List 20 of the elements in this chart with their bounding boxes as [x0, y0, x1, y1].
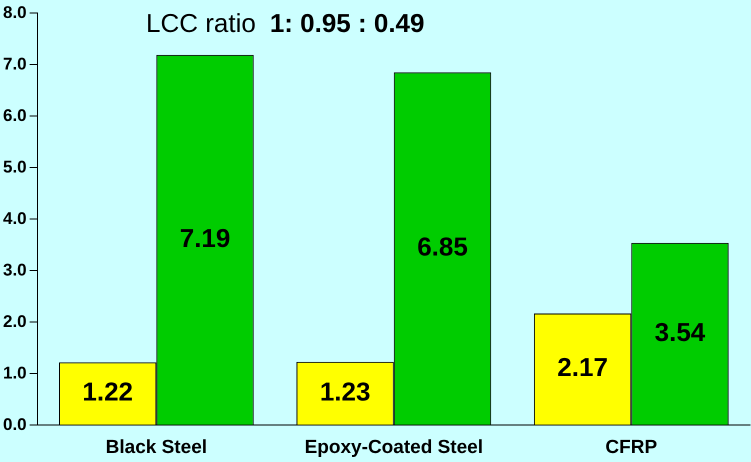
y-tick-label: 3.0	[2, 260, 27, 280]
x-tick-label: Black Steel	[106, 436, 208, 458]
data-label: 1.23	[320, 376, 370, 406]
annotation: 1: 0.95 : 0.49	[270, 8, 424, 38]
y-tick-label: 5.0	[2, 157, 27, 176]
data-label: 7.19	[180, 222, 230, 253]
chart-title: LCC ratio	[146, 8, 256, 38]
data-label: 3.54	[654, 316, 706, 347]
data-label: 2.17	[557, 352, 608, 382]
y-tick-label: 7.0	[2, 54, 27, 74]
y-tick-label: 8.0	[2, 2, 27, 22]
y-tick-label: 1.0	[2, 363, 27, 382]
data-label: 6.85	[417, 232, 468, 262]
y-tick-label: 4.0	[2, 208, 27, 228]
x-tick-label: CFRP	[605, 436, 658, 458]
y-tick-label: 2.0	[2, 312, 27, 331]
y-tick-label: 6.0	[2, 106, 27, 125]
y-tick-label: 0.0	[2, 414, 27, 434]
x-tick-label: Epoxy-Coated Steel	[304, 436, 484, 458]
data-label: 1.22	[82, 376, 133, 407]
